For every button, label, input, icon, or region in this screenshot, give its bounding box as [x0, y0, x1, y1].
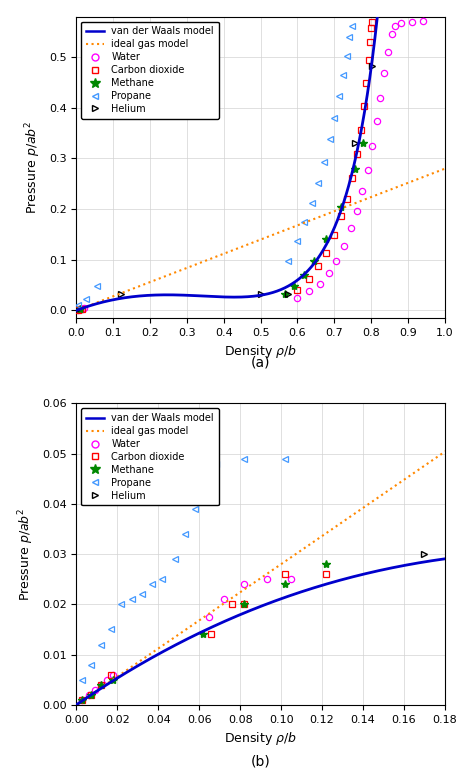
Text: (a): (a)	[251, 355, 270, 369]
X-axis label: Density $\rho/b$: Density $\rho/b$	[224, 344, 297, 361]
X-axis label: Density $\rho/b$: Density $\rho/b$	[224, 730, 297, 747]
Text: (b): (b)	[251, 754, 271, 768]
Legend: van der Waals model, ideal gas model, Water, Carbon dioxide, Methane, Propane, H: van der Waals model, ideal gas model, Wa…	[81, 408, 219, 506]
Legend: van der Waals model, ideal gas model, Water, Carbon dioxide, Methane, Propane, H: van der Waals model, ideal gas model, Wa…	[81, 22, 219, 118]
Y-axis label: Pressure $p/ab^2$: Pressure $p/ab^2$	[17, 507, 36, 601]
Y-axis label: Pressure $p/ab^2$: Pressure $p/ab^2$	[24, 121, 43, 214]
